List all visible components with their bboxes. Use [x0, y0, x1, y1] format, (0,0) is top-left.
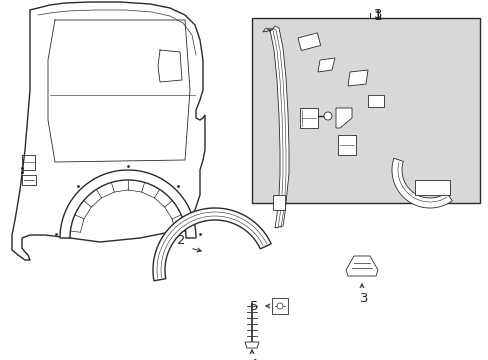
Bar	[251, 18, 479, 203]
Text: 2: 2	[176, 234, 184, 247]
Bar	[367, 95, 383, 107]
Polygon shape	[244, 342, 259, 348]
Polygon shape	[347, 70, 367, 86]
Bar	[22, 175, 36, 185]
Polygon shape	[346, 256, 377, 276]
Text: 4: 4	[248, 358, 257, 360]
Polygon shape	[12, 2, 204, 260]
Text: 3: 3	[359, 292, 368, 305]
Polygon shape	[263, 26, 288, 228]
Bar	[297, 33, 320, 50]
Text: 1: 1	[373, 10, 382, 23]
Polygon shape	[414, 180, 449, 195]
Circle shape	[276, 303, 283, 309]
Polygon shape	[317, 58, 334, 72]
Polygon shape	[272, 195, 285, 210]
Bar	[271, 298, 287, 314]
Polygon shape	[391, 158, 451, 208]
Polygon shape	[153, 208, 271, 281]
Text: 5: 5	[249, 300, 258, 312]
Polygon shape	[299, 108, 317, 128]
Circle shape	[324, 112, 331, 120]
Polygon shape	[337, 135, 355, 155]
Text: 1: 1	[373, 8, 382, 21]
Polygon shape	[60, 170, 196, 238]
Polygon shape	[335, 108, 351, 128]
Text: 3: 3	[373, 8, 382, 21]
